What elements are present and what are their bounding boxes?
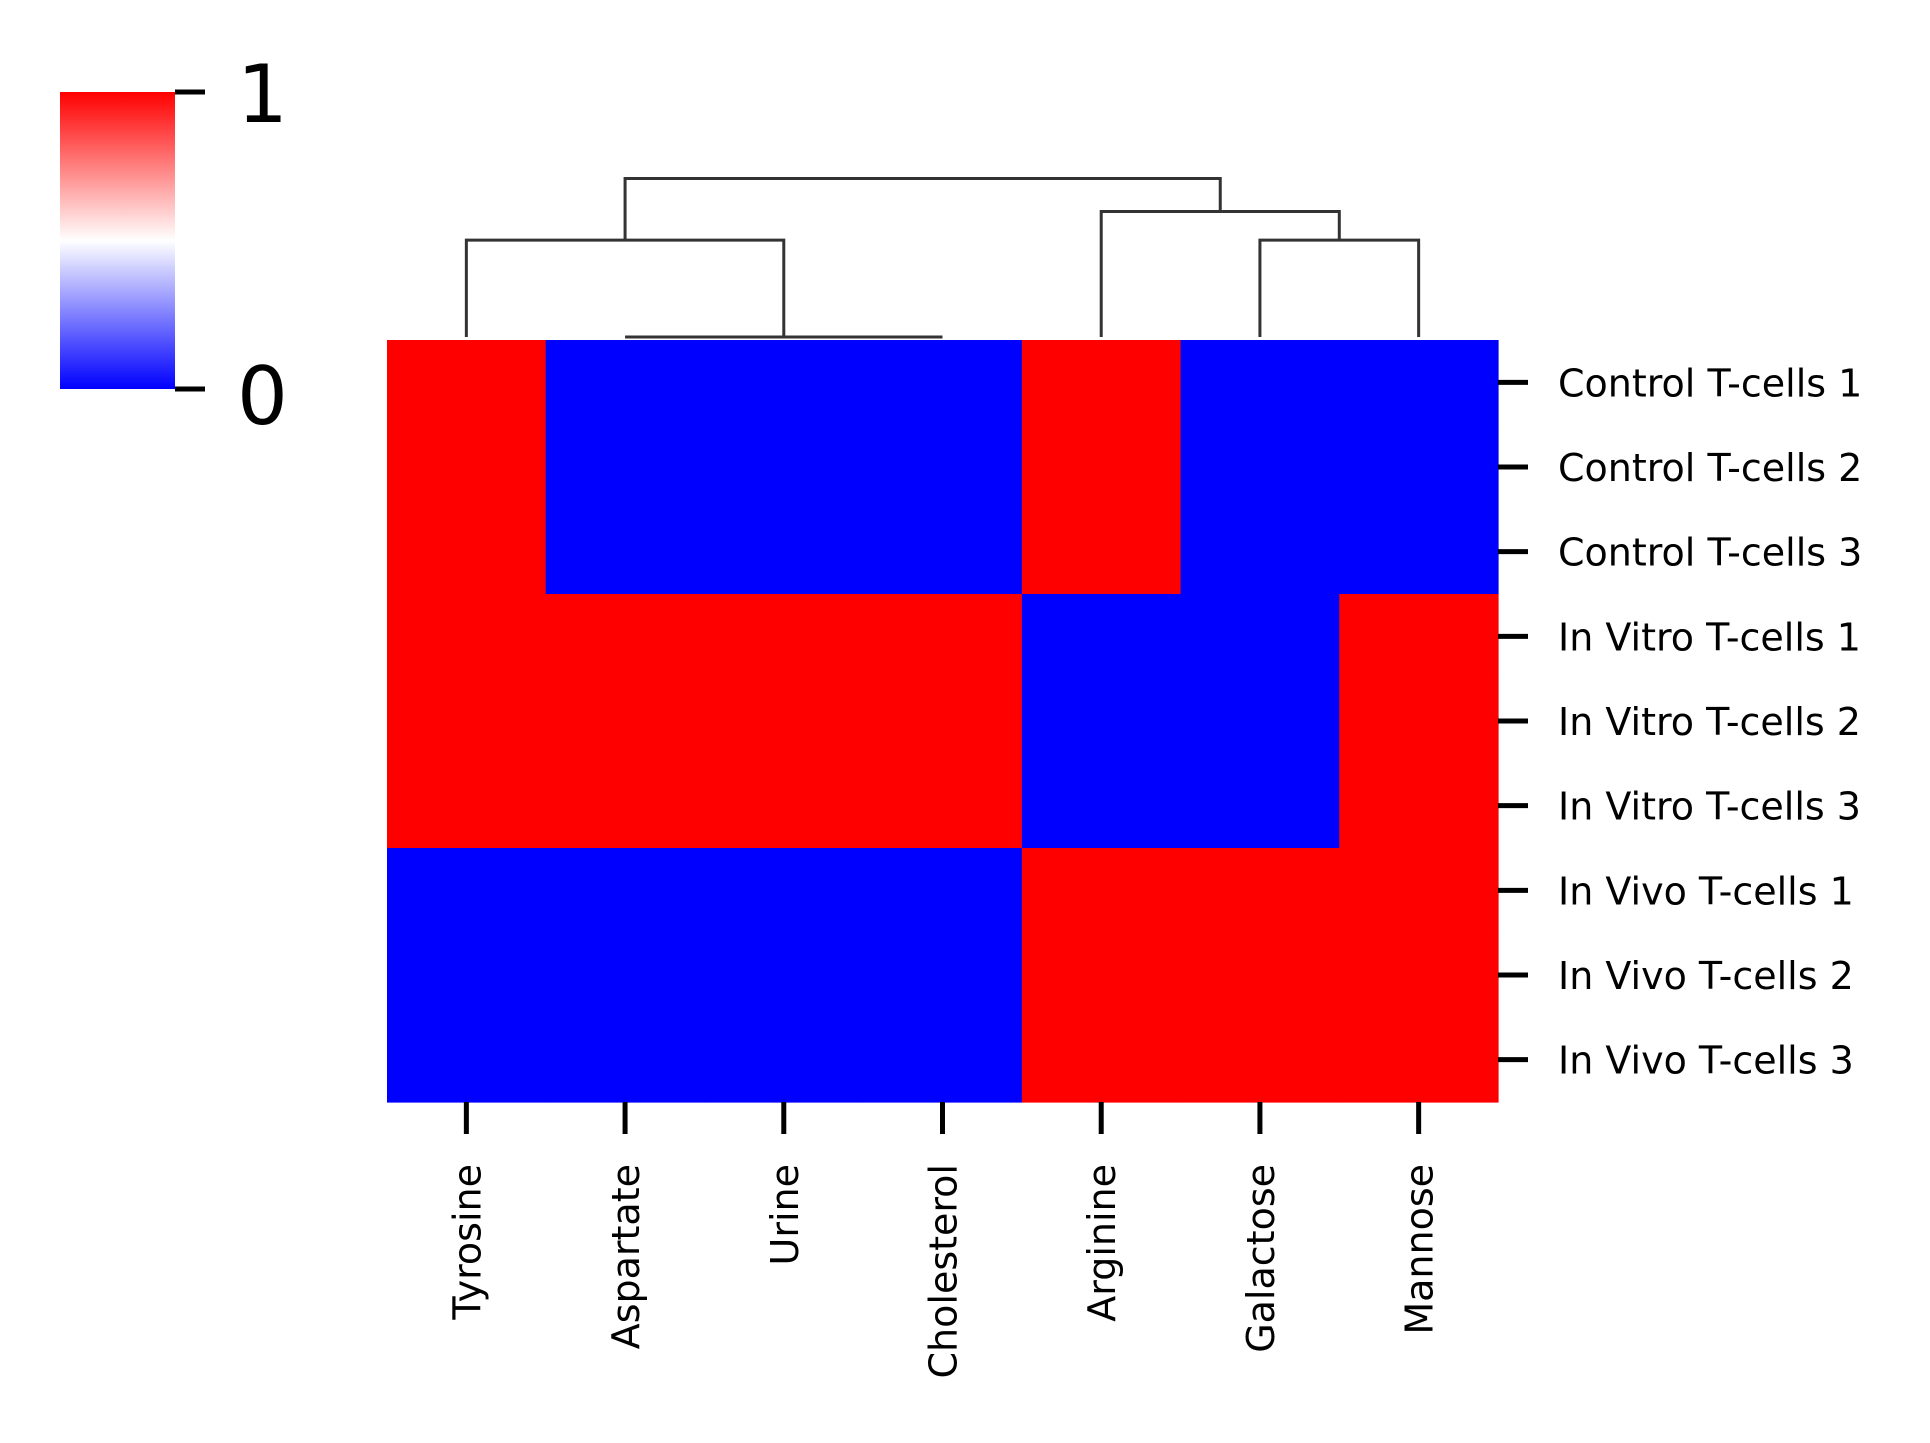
y-tick-label: In Vivo T-cells 3 (1558, 1039, 1854, 1083)
heatmap-cell (1021, 763, 1182, 849)
heatmap-cell (704, 678, 864, 764)
x-tick-label: Urine (763, 1164, 807, 1265)
dendrogram-link (464, 238, 786, 337)
heatmap-cell (1021, 509, 1182, 595)
y-tick-label: In Vitro T-cells 1 (1558, 615, 1861, 659)
heatmap-cell (1339, 848, 1499, 934)
heatmap-cell (387, 932, 547, 1018)
colorbar-tick-label-max: 1 (237, 48, 288, 141)
heatmap-cell (1021, 848, 1182, 934)
heatmap-cell (1339, 763, 1499, 849)
y-tick-label: In Vitro T-cells 2 (1558, 700, 1861, 744)
dendrogram-link (623, 177, 1222, 241)
heatmap-cell (1339, 1017, 1499, 1103)
x-tick-label: Tyrosine (445, 1164, 489, 1321)
heatmap-cell (545, 424, 706, 510)
heatmap-cell (1180, 594, 1340, 680)
heatmap-cell (387, 424, 547, 510)
heatmap-cell (1339, 594, 1499, 680)
heatmap-cell (1021, 594, 1182, 680)
y-tick-label: Control T-cells 3 (1558, 531, 1862, 575)
heatmap-cell (1021, 678, 1182, 764)
heatmap-cell (387, 848, 547, 934)
heatmap-cell (1339, 678, 1499, 764)
colorbar: 1 0 (60, 48, 288, 443)
heatmap-cell (863, 848, 1023, 934)
heatmap-cell (863, 509, 1023, 595)
heatmap-cell (1021, 424, 1182, 510)
heatmap-cell (863, 932, 1023, 1018)
heatmap-cell (863, 763, 1023, 849)
heatmap-cell (1180, 424, 1340, 510)
heatmap-cell (1180, 763, 1340, 849)
heatmap-cell (387, 594, 547, 680)
heatmap-cell (863, 678, 1023, 764)
heatmap-cell (1339, 424, 1499, 510)
x-tick-label: Mannose (1398, 1164, 1442, 1335)
y-tick-label: In Vivo T-cells 2 (1558, 954, 1854, 998)
x-tick-label: Arginine (1080, 1164, 1124, 1322)
heatmap-cell (387, 678, 547, 764)
heatmap-cell (704, 1017, 864, 1103)
colorbar-gradient (60, 92, 175, 389)
heatmap-cell (387, 1017, 547, 1103)
heatmap-cell (545, 678, 706, 764)
dendrogram-link (1099, 210, 1341, 337)
heatmap-cell (704, 340, 864, 426)
heatmap-grid (387, 340, 1499, 1103)
heatmap-cell (387, 763, 547, 849)
heatmap-cell (863, 340, 1023, 426)
y-tick-label: Control T-cells 2 (1558, 446, 1862, 490)
column-dendrogram (464, 177, 1421, 339)
y-tick-label: In Vitro T-cells 3 (1558, 785, 1861, 829)
heatmap-cell (545, 763, 706, 849)
heatmap-cell (704, 763, 864, 849)
heatmap-cell (704, 932, 864, 1018)
heatmap-cell (545, 594, 706, 680)
heatmap-cell (545, 509, 706, 595)
heatmap-cell (1021, 1017, 1182, 1103)
heatmap-cell (704, 424, 864, 510)
heatmap-cell (545, 932, 706, 1018)
heatmap-cell (1021, 932, 1182, 1018)
heatmap-cell (704, 848, 864, 934)
x-tick-label: Galactose (1239, 1164, 1283, 1353)
y-tick-label: Control T-cells 1 (1558, 361, 1862, 405)
x-tick-label: Cholesterol (922, 1164, 966, 1378)
heatmap-cell (387, 340, 547, 426)
y-tick-label: In Vivo T-cells 1 (1558, 869, 1854, 913)
heatmap-cell (1339, 932, 1499, 1018)
heatmap-cell (545, 1017, 706, 1103)
x-tick-label: Aspartate (604, 1164, 648, 1349)
heatmap-cell (1180, 340, 1340, 426)
dendrogram-link (1258, 238, 1421, 337)
heatmap-cell (1021, 340, 1182, 426)
heatmap-cell (1180, 1017, 1340, 1103)
heatmap-cell (1180, 678, 1340, 764)
heatmap-cell (1339, 509, 1499, 595)
heatmap-cell (1180, 932, 1340, 1018)
heatmap-cell (1180, 848, 1340, 934)
colorbar-tick-label-min: 0 (237, 350, 288, 443)
heatmap-cell (545, 340, 706, 426)
heatmap-cell (704, 594, 864, 680)
y-axis: Control T-cells 1 Control T-cells 2 Contro… (1498, 361, 1862, 1083)
heatmap-cell (545, 848, 706, 934)
heatmap-cell (863, 594, 1023, 680)
heatmap-cell (863, 424, 1023, 510)
heatmap-cell (1339, 340, 1499, 426)
heatmap-cell (1180, 509, 1340, 595)
x-axis: Tyrosine Aspartate Urine Cholesterol Arginin… (445, 1102, 1442, 1378)
heatmap-cell (387, 509, 547, 595)
heatmap-cell (863, 1017, 1023, 1103)
heatmap-cell (704, 509, 864, 595)
